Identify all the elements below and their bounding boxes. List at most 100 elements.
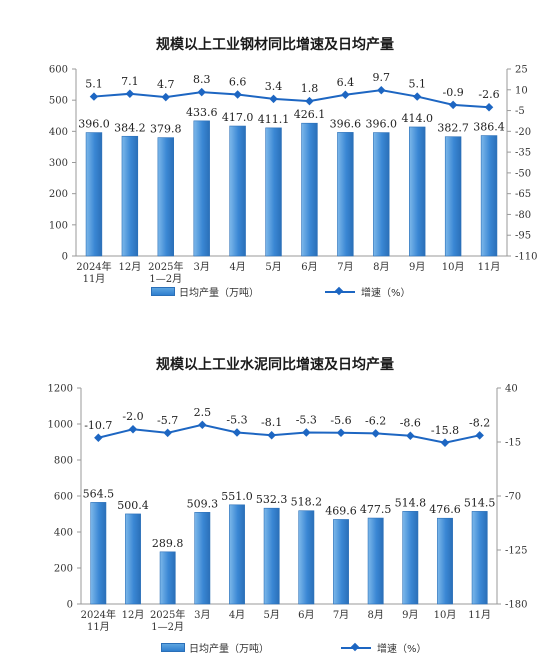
bar-legend-label: 日均产量（万吨） xyxy=(179,288,259,299)
right-tick-label: -80 xyxy=(515,210,531,221)
x-tick-label: 9月 xyxy=(409,261,425,273)
bar-value-label: 396.6 xyxy=(330,117,362,130)
bar-value-label: 476.6 xyxy=(429,503,461,516)
bar xyxy=(402,511,419,605)
growth-point xyxy=(232,428,242,437)
bar xyxy=(159,551,176,605)
bar-value-label: 396.0 xyxy=(366,118,398,131)
bar xyxy=(444,136,462,257)
right-tick-label: -110 xyxy=(515,252,537,263)
growth-point xyxy=(267,430,276,440)
right-tick-label: -35 xyxy=(515,148,531,159)
growth-value-label: 9.7 xyxy=(373,71,391,84)
x-tick-label: 3月 xyxy=(194,609,210,621)
left-tick-label: 1000 xyxy=(48,420,73,431)
bar xyxy=(90,502,107,605)
bar-value-label: 469.6 xyxy=(325,504,357,517)
growth-point xyxy=(412,92,422,101)
growth-value-label: -2.0 xyxy=(122,410,143,423)
left-tick-label: 400 xyxy=(49,127,68,138)
x-tick-label: 10月 xyxy=(442,261,465,273)
bar xyxy=(437,517,453,605)
bar xyxy=(229,125,246,257)
bar xyxy=(367,517,384,605)
growth-point xyxy=(163,428,172,438)
bar-value-label: 500.4 xyxy=(117,499,149,512)
bar xyxy=(298,510,315,605)
bar-legend-label: 日均产量（万吨） xyxy=(189,644,269,655)
growth-point xyxy=(484,102,494,112)
x-tick-label: 5月 xyxy=(263,609,279,621)
growth-point xyxy=(197,87,206,97)
x-tick-label: 12月 xyxy=(119,261,142,273)
growth-value-label: -15.8 xyxy=(431,424,459,437)
x-tick-label: 9月 xyxy=(402,609,418,621)
cement-chart-plot: 0 200 400 600 800 1000 1200 40 -15 -70 -125 -180 564… xyxy=(48,384,528,634)
x-tick-label: 2024年 xyxy=(76,260,111,273)
bar xyxy=(373,132,390,257)
bar xyxy=(193,120,210,257)
line-legend-label: 增速（%） xyxy=(377,644,427,655)
x-tick-label: 4月 xyxy=(229,261,245,273)
x-tick-label: 8月 xyxy=(367,609,383,621)
right-tick-label: -50 xyxy=(515,168,531,179)
line-legend-label: 增速（%） xyxy=(361,288,411,299)
growth-point xyxy=(94,433,103,443)
growth-value-label: 6.6 xyxy=(229,75,247,88)
x-tick-label: 11月 xyxy=(83,273,106,285)
x-tick-label: 11月 xyxy=(468,609,491,621)
left-tick-label: 800 xyxy=(54,456,73,467)
right-tick-label: -180 xyxy=(505,600,527,611)
growth-point xyxy=(448,100,458,110)
right-tick-label: 40 xyxy=(505,384,518,395)
growth-value-label: 5.1 xyxy=(85,78,103,91)
left-tick-label: 300 xyxy=(49,158,68,169)
left-tick-label: 0 xyxy=(62,252,68,263)
bar-value-label: 289.8 xyxy=(152,537,184,550)
growth-point xyxy=(198,420,207,430)
growth-point xyxy=(440,438,450,448)
growth-point xyxy=(305,96,314,106)
bar-value-label: 477.5 xyxy=(360,503,392,516)
growth-point xyxy=(233,90,242,99)
line-legend-swatch xyxy=(325,290,355,293)
right-tick-label: -95 xyxy=(515,231,531,242)
bar-value-label: 411.1 xyxy=(258,113,290,126)
right-tick-label: 25 xyxy=(515,65,528,76)
left-tick-label: 500 xyxy=(49,96,68,107)
growth-value-label: -0.9 xyxy=(443,86,464,99)
x-tick-label: 10月 xyxy=(434,609,457,621)
growth-value-label: -5.6 xyxy=(330,414,351,427)
bar-value-label: 564.5 xyxy=(83,487,115,500)
x-tick-label: 4月 xyxy=(229,609,245,621)
x-tick-label: 3月 xyxy=(194,261,210,273)
bar-legend-swatch xyxy=(161,643,185,652)
bar-value-label: 433.6 xyxy=(186,106,218,119)
left-tick-label: 100 xyxy=(49,220,68,231)
growth-value-label: -6.2 xyxy=(365,414,386,427)
bar xyxy=(229,504,245,605)
left-tick-label: 600 xyxy=(54,492,73,503)
right-tick-label: -70 xyxy=(505,492,521,503)
bar xyxy=(409,126,426,257)
right-tick-label: -65 xyxy=(515,189,531,200)
growth-point xyxy=(269,94,278,104)
bar-value-label: 514.5 xyxy=(464,496,496,509)
growth-value-label: -10.7 xyxy=(84,419,112,432)
growth-value-label: 3.4 xyxy=(265,80,283,93)
growth-value-label: -8.6 xyxy=(400,417,421,430)
growth-value-label: 2.5 xyxy=(194,406,212,419)
bar-value-label: 386.4 xyxy=(473,121,505,134)
growth-value-label: 6.4 xyxy=(337,76,355,89)
growth-value-label: -8.2 xyxy=(469,416,490,429)
x-tick-label: 11月 xyxy=(478,261,501,273)
bar-value-label: 379.8 xyxy=(150,123,182,136)
growth-point xyxy=(302,428,311,437)
bar xyxy=(265,127,282,257)
left-tick-label: 400 xyxy=(54,528,73,539)
bar xyxy=(263,507,280,605)
bar-value-label: 518.2 xyxy=(291,496,323,509)
bar-value-label: 382.7 xyxy=(437,122,469,135)
right-tick-label: -125 xyxy=(505,546,527,557)
growth-value-label: -8.1 xyxy=(261,416,282,429)
